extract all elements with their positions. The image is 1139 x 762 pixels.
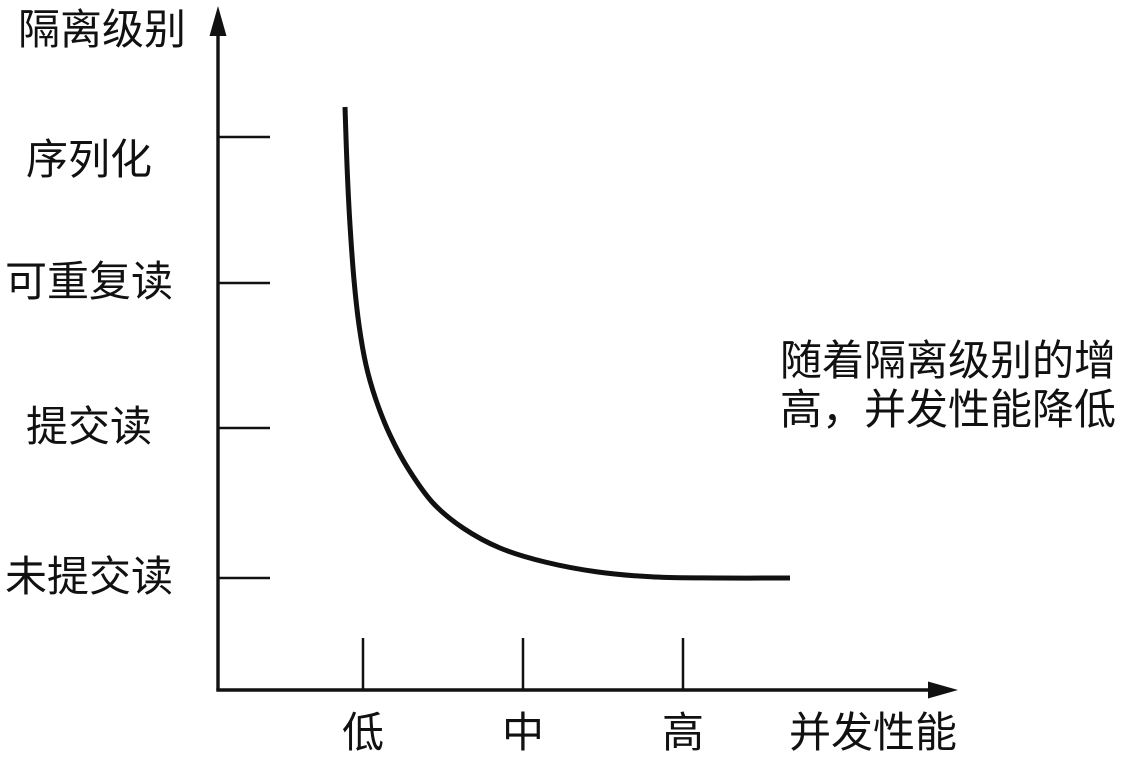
annotation: 随着隔离级别的增 高，并发性能降低 <box>780 338 1116 436</box>
y-axis-arrowhead <box>209 6 227 36</box>
x-tick-label-medium: 中 <box>501 711 544 757</box>
performance-curve <box>342 106 791 581</box>
y-tick-label-serializable: 序列化 <box>25 138 152 184</box>
y-axis-title: 隔离级别 <box>17 8 186 54</box>
x-axis-title: 并发性能 <box>789 711 958 757</box>
annotation-line-1: 随着隔离级别的增 <box>780 339 1117 385</box>
y-tick-label-read-committed: 提交读 <box>25 405 152 451</box>
y-tick-label-repeatable-read: 可重复读 <box>4 260 173 306</box>
x-tick-label-low: 低 <box>341 711 384 757</box>
annotation-line-2: 高，并发性能降低 <box>780 388 1117 434</box>
y-tick-label-read-uncommitted: 未提交读 <box>4 555 173 601</box>
x-axis-arrowhead <box>928 681 958 699</box>
x-tick-label-high: 高 <box>661 711 704 757</box>
